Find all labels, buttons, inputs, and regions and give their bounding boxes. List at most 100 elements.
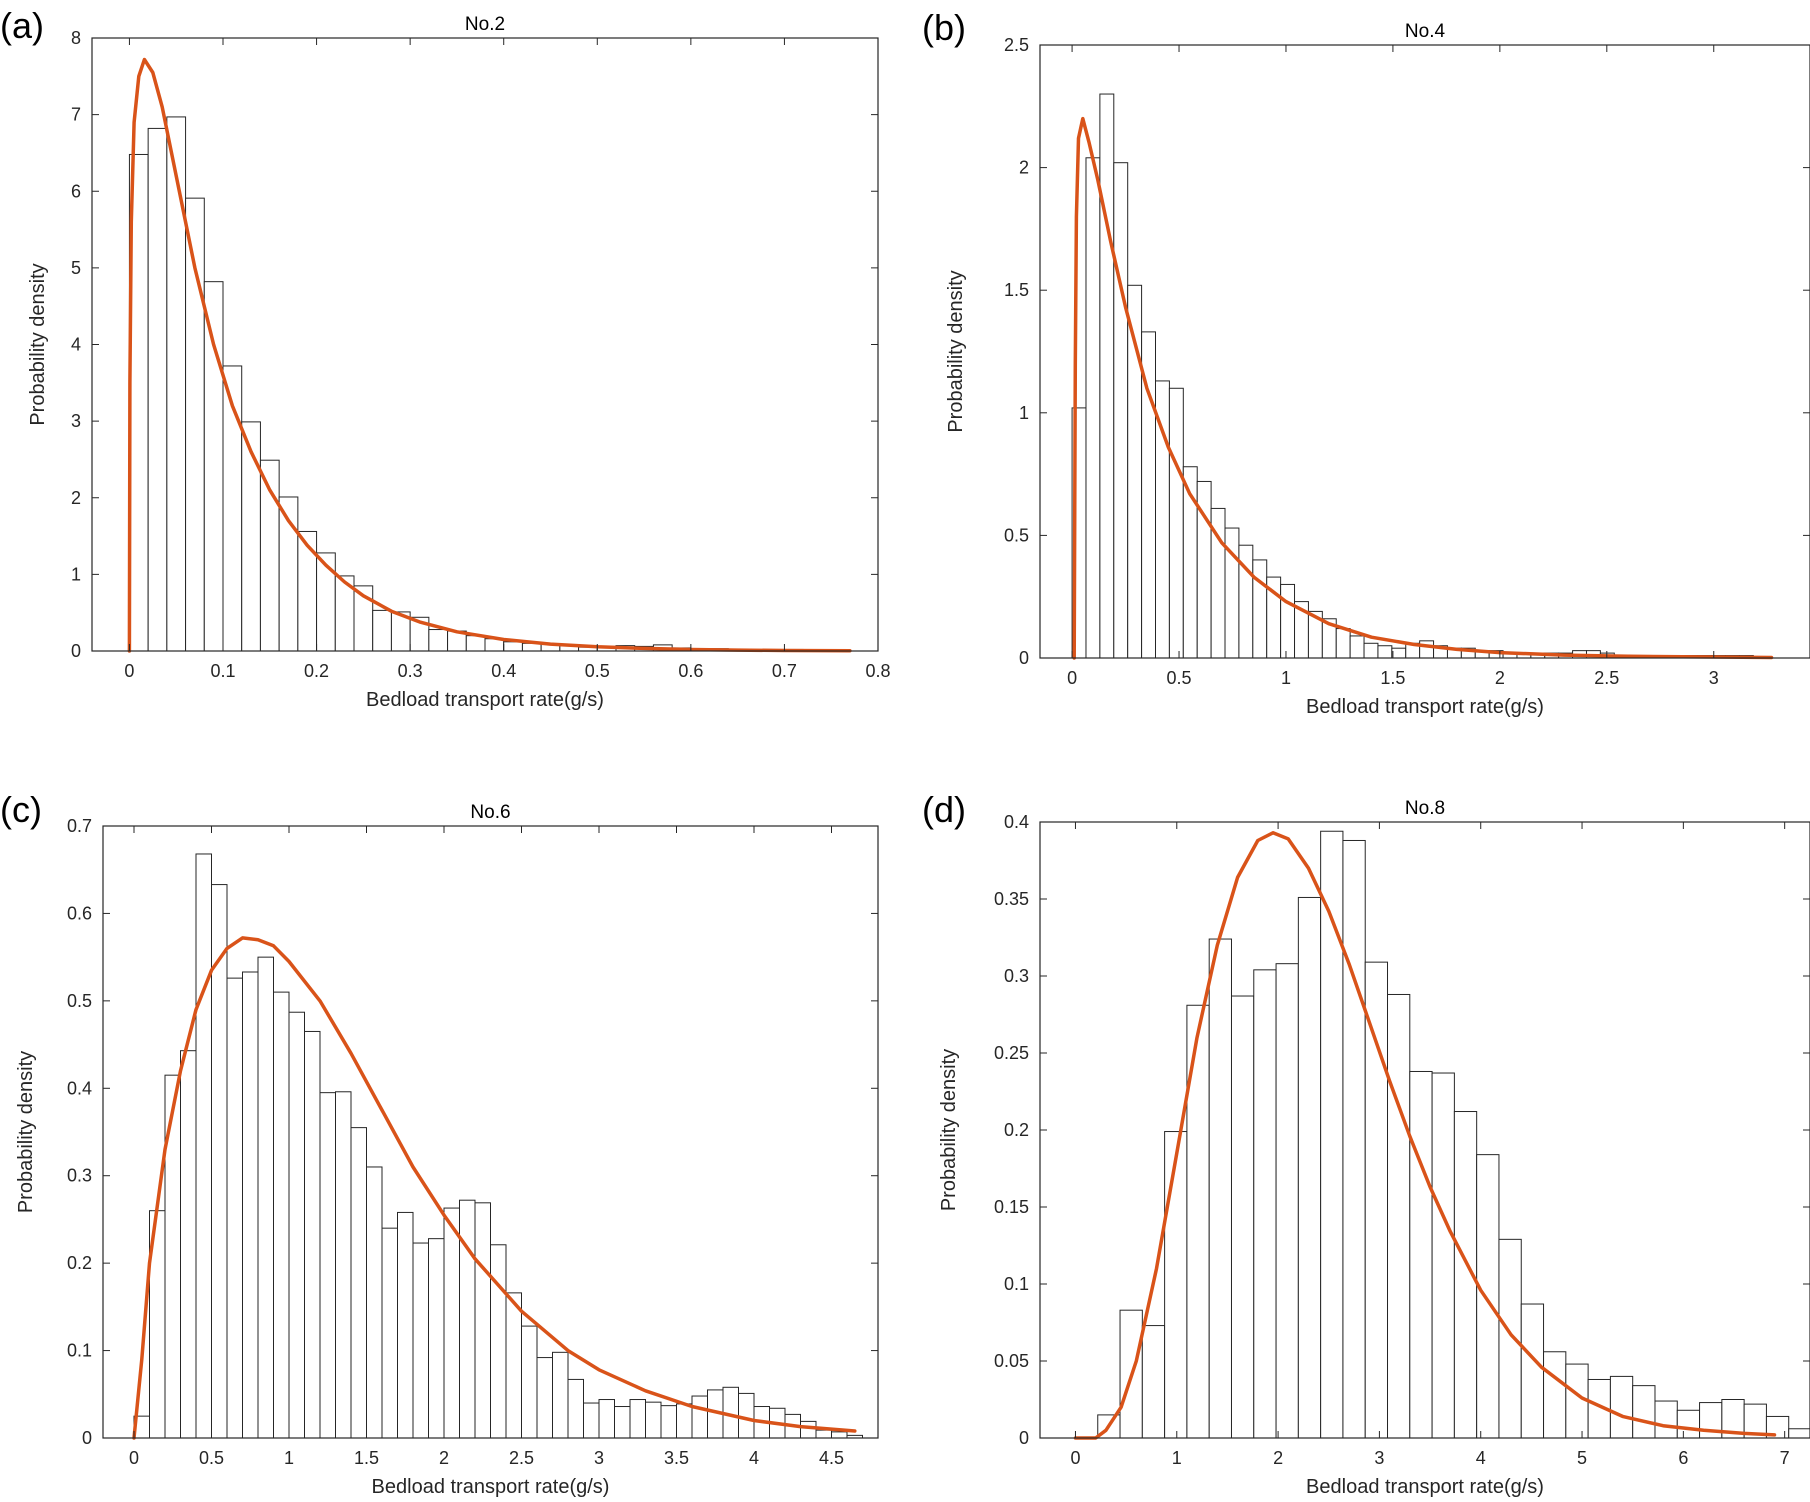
x-axis-label: Bedload transport rate(g/s)	[366, 689, 604, 711]
histogram-bar	[536, 1357, 553, 1439]
histogram-bar	[1543, 1351, 1567, 1439]
histogram-bar	[598, 1399, 615, 1439]
x-tick-label: 1	[1172, 1448, 1182, 1468]
panel-label: (b)	[922, 7, 966, 48]
x-tick-label: 0	[129, 1448, 139, 1468]
chart-panel: 0 0.1 0.2 0.3 0.4 0.5 0.6 0.7 0.8 0 1 2 3 4 5 6 7 8 No.2 Be…	[0, 5, 891, 711]
histogram-bar	[428, 629, 449, 652]
fitted-curve	[1073, 831, 1777, 1440]
histogram	[1097, 830, 1810, 1439]
y-tick-label: 0.4	[1004, 812, 1029, 832]
x-tick-label: 2	[439, 1448, 449, 1468]
chart-panel: 0 1 2 3 4 5 6 7 0 0.05 0.1 0.15 0.2 0.25 0.3 0.35 0.4 No.…	[922, 789, 1810, 1498]
x-tick-label: 6	[1678, 1448, 1688, 1468]
axes-box	[1039, 44, 1810, 659]
histogram-bar	[304, 1030, 321, 1439]
x-tick-label: 4	[749, 1448, 759, 1468]
y-tick-label: 1	[1019, 403, 1029, 423]
histogram-bar	[1113, 162, 1129, 659]
x-tick-label: 2.5	[509, 1448, 534, 1468]
histogram-bar	[180, 1050, 197, 1439]
panels-group: 0 0.1 0.2 0.3 0.4 0.5 0.6 0.7 0.8 0 1 2 3 4 5 6 7 8 No.2 Be…	[0, 5, 1810, 1498]
histogram-bar	[459, 1199, 476, 1439]
histogram-bar	[335, 1091, 352, 1439]
histogram-bar	[1335, 628, 1351, 659]
x-tick-label: 0.8	[865, 661, 890, 681]
x-tick-label: 3	[1709, 668, 1719, 688]
y-tick-label: 0.7	[67, 816, 92, 836]
histogram-bar	[691, 1395, 708, 1439]
x-tick-label: 7	[1780, 1448, 1790, 1468]
y-tick-label: 0.4	[67, 1078, 92, 1098]
histogram-bar	[1168, 387, 1184, 659]
histogram-bar	[203, 281, 224, 652]
histogram-bar	[831, 1431, 848, 1439]
y-tick-label: 0.1	[1004, 1274, 1029, 1294]
x-tick-label: 0	[124, 661, 134, 681]
y-tick-label: 0.2	[67, 1253, 92, 1273]
histogram-bar	[1085, 157, 1101, 659]
histogram-bar	[241, 421, 261, 652]
y-tick-label: 0.25	[994, 1043, 1029, 1063]
y-tick-label: 5	[71, 258, 81, 278]
histogram-bar	[166, 116, 187, 652]
histogram-bar	[1409, 1070, 1433, 1439]
histogram-bar	[465, 635, 486, 652]
histogram-bar	[397, 1211, 414, 1439]
histogram-bar	[676, 1403, 693, 1439]
x-tick-label: 0.1	[210, 661, 235, 681]
histogram-bar	[474, 1202, 491, 1439]
histogram-bar	[1342, 839, 1366, 1439]
histogram-bar	[288, 1011, 305, 1439]
histogram-bar	[257, 956, 274, 1439]
histogram-bar	[1141, 1325, 1166, 1439]
y-tick-label: 0.3	[1004, 966, 1029, 986]
y-tick-label: 0.6	[67, 903, 92, 923]
histogram-bar	[195, 853, 212, 1439]
y-tick-label: 0	[1019, 648, 1029, 668]
histogram-bar	[1431, 1072, 1455, 1439]
y-tick-label: 2.5	[1004, 35, 1029, 55]
histogram-bar	[567, 1378, 584, 1439]
y-tick-label: 0.15	[994, 1197, 1029, 1217]
x-tick-label: 3	[1374, 1448, 1384, 1468]
x-tick-label: 0.2	[304, 661, 329, 681]
fitted-curve	[132, 936, 857, 1440]
histogram-bar	[614, 1406, 631, 1439]
x-tick-label: 1.5	[1380, 668, 1405, 688]
chart-title: No.8	[1405, 798, 1445, 819]
panel-label: (d)	[922, 789, 966, 830]
histogram-bar	[1297, 896, 1322, 1439]
histogram-bar	[1387, 993, 1411, 1439]
chart-panel: 0 0.5 1 1.5 2 2.5 3 0 0.5 1 1.5 2 2.5 No.4 Bedload tra…	[922, 7, 1810, 718]
y-tick-label: 0.3	[67, 1166, 92, 1186]
x-tick-label: 0.7	[772, 661, 797, 681]
chart-title: No.2	[465, 14, 505, 35]
y-tick-label: 6	[71, 181, 81, 201]
histogram-bar	[1230, 995, 1255, 1439]
chart-title: No.4	[1405, 21, 1446, 42]
x-tick-label: 0.4	[491, 661, 516, 681]
y-tick-label: 2	[71, 488, 81, 508]
panel-label: (a)	[0, 5, 44, 46]
histogram-bar	[660, 1405, 677, 1439]
histogram-bar	[1377, 645, 1393, 659]
x-tick-label: 0.5	[1167, 668, 1192, 688]
histogram-bar	[1476, 1154, 1500, 1439]
x-tick-label: 1	[284, 1448, 294, 1468]
histogram-bar	[490, 1244, 507, 1439]
histogram-bar	[1208, 938, 1232, 1439]
histogram-bar	[147, 127, 168, 652]
histogram-bar	[1654, 1400, 1678, 1439]
fitted-curve	[127, 57, 852, 653]
x-tick-label: 4	[1476, 1448, 1486, 1468]
x-tick-label: 2.5	[1594, 668, 1619, 688]
histogram-bar	[428, 1238, 445, 1439]
y-tick-label: 0	[71, 641, 81, 661]
x-tick-label: 4.5	[819, 1448, 844, 1468]
x-tick-label: 0.6	[678, 661, 703, 681]
y-tick-label: 7	[71, 105, 81, 125]
histogram-bar	[1498, 1238, 1522, 1439]
histogram-bar	[1609, 1375, 1634, 1439]
histogram-bar	[1252, 559, 1268, 659]
